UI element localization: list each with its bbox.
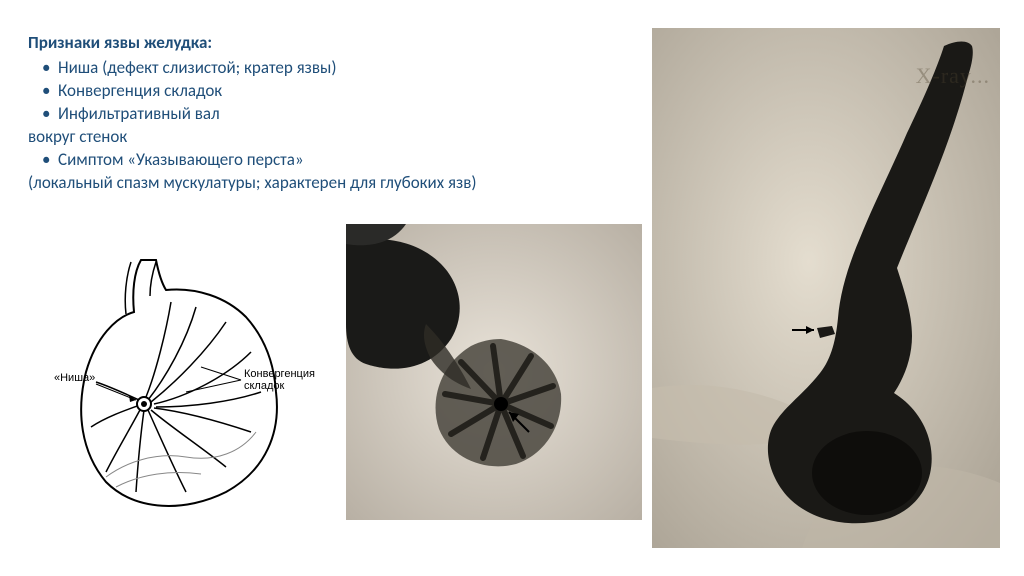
title: Признаки язвы желудка: [28,32,628,53]
bullet-list: Ниша (дефект слизистой; кратер язвы) Кон… [28,57,628,124]
subtext-1: вокруг стенок [28,126,628,147]
text-block: Признаки язвы желудка: Ниша (дефект слиз… [28,32,628,195]
figure-xray-folds [346,224,642,520]
label-nisha: «Ниша» [54,372,95,384]
xray3-svg [652,28,1000,548]
label-convergence: Конвергенция складок [244,368,314,392]
figure-stomach-diagram: «Ниша» Конвергенция складок [26,252,322,520]
bullet-list-2: Симптом «Указывающего перста» [28,149,628,170]
subtext-2: (локальный спазм мускулатуры; характерен… [28,172,628,193]
watermark-text: X-ray... [916,63,990,89]
bullet-2: Конвергенция складок [28,80,628,101]
bullet-4: Симптом «Указывающего перста» [28,149,628,170]
xray2-svg [346,224,642,520]
bullet-3: Инфильтративный вал [28,103,628,124]
bullet-1: Ниша (дефект слизистой; кратер язвы) [28,57,628,78]
figure-xray-pointing-finger: X-ray... [652,28,1000,548]
